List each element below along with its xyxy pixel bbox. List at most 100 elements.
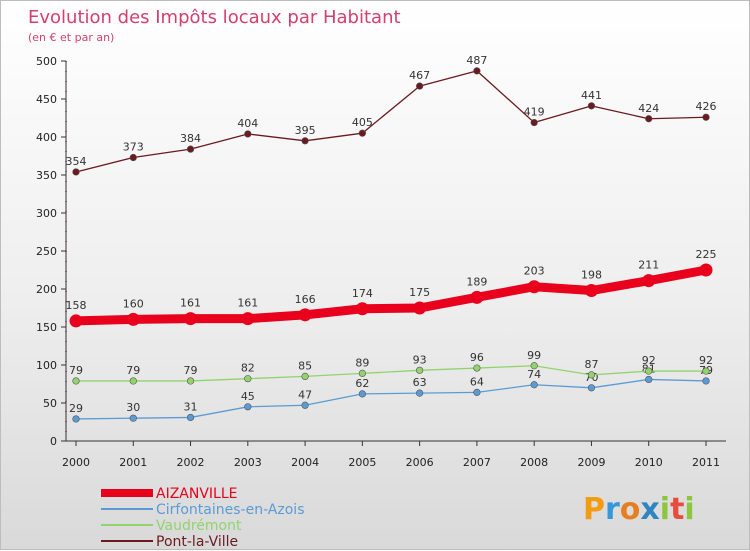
logo-letter: x <box>640 492 659 527</box>
data-label: 441 <box>581 89 602 102</box>
y-tick-label: 0 <box>50 435 57 448</box>
data-point <box>129 153 137 162</box>
x-tick-label: 2008 <box>520 456 548 469</box>
series-pont-la-ville: 354 373 384 404 395 405 467 487 419 441 424 426 <box>66 54 717 176</box>
data-label: 161 <box>237 297 258 310</box>
data-label: 405 <box>352 116 373 129</box>
data-point <box>530 362 538 370</box>
x-tick-label: 2004 <box>291 456 319 469</box>
data-point <box>301 401 309 409</box>
y-tick-label: 250 <box>36 245 57 258</box>
series-aizanville: 158 160 161 161 166 174 175 189 203 198 211 225 <box>66 248 717 328</box>
y-tick-label: 350 <box>36 169 57 182</box>
data-label: 203 <box>524 265 545 278</box>
y-tick-label: 500 <box>36 55 57 68</box>
data-label: 79 <box>126 364 140 377</box>
data-point <box>72 377 80 385</box>
series-line <box>75 70 707 173</box>
data-point <box>301 137 309 145</box>
data-point <box>69 314 83 328</box>
data-point <box>470 290 484 304</box>
data-point <box>702 367 710 375</box>
y-tick-label: 50 <box>43 397 57 410</box>
data-label: 211 <box>638 259 659 272</box>
data-label: 79 <box>69 364 83 377</box>
x-tick-label: 2011 <box>692 456 720 469</box>
series-layer: 354 373 384 404 395 405 467 487 419 441 424 426 29 30… <box>66 54 717 423</box>
x-tick-label: 2006 <box>406 456 434 469</box>
data-point <box>527 280 541 294</box>
data-point <box>358 390 366 398</box>
data-point <box>358 129 366 137</box>
y-tick-label: 400 <box>36 131 57 144</box>
data-label: 92 <box>642 354 656 367</box>
data-point <box>587 384 596 392</box>
legend-label: Cirfontaines-en-Azois <box>156 502 304 518</box>
data-point <box>645 115 653 123</box>
logo-letter: i <box>660 492 670 527</box>
data-point <box>642 274 656 288</box>
x-tick-label: 2003 <box>234 456 262 469</box>
data-label: 93 <box>413 353 427 366</box>
logo-letter: r <box>605 492 620 527</box>
data-point <box>587 371 596 379</box>
series-vaudr-mont: 79 79 79 82 85 89 93 96 99 87 92 92 <box>69 349 713 385</box>
x-tick-label: 2007 <box>463 456 491 469</box>
legend-label: Pont-la-Ville <box>156 534 238 550</box>
chart-title: Evolution des Impôts locaux par Habitant <box>28 7 401 28</box>
series-cirfontaines-en-azois: 293031454762636474708179 <box>69 362 713 423</box>
data-point <box>72 415 80 423</box>
data-label: 85 <box>298 359 312 372</box>
data-label: 47 <box>298 388 312 401</box>
legend: AIZANVILLECirfontaines-en-AzoisVaudrémon… <box>101 486 304 550</box>
logo-letter: o <box>620 492 641 527</box>
data-point <box>355 302 369 316</box>
legend-label: AIZANVILLE <box>156 486 238 502</box>
data-point <box>702 377 710 385</box>
x-tick-label: 2005 <box>348 456 376 469</box>
data-label: 467 <box>409 69 430 82</box>
logo-letter: i <box>684 492 694 527</box>
data-point <box>645 367 653 375</box>
data-point <box>301 372 309 381</box>
y-tick-label: 450 <box>36 93 57 106</box>
data-point <box>473 67 481 75</box>
x-axis-ticks: 2000 2001 2002 2003 2004 2005 2006 2007 2008 2009… <box>62 441 720 469</box>
data-label: 62 <box>355 377 369 390</box>
data-point <box>126 312 140 326</box>
data-label: 384 <box>180 132 201 145</box>
data-point <box>416 82 424 90</box>
data-point <box>186 377 195 385</box>
data-label: 198 <box>581 269 602 282</box>
data-label: 354 <box>66 155 87 168</box>
data-label: 89 <box>355 356 369 369</box>
data-point <box>186 145 195 153</box>
chart-subtitle: (en € et par an) <box>28 31 114 44</box>
data-point <box>244 403 252 411</box>
x-tick-label: 2002 <box>177 456 205 469</box>
data-label: 426 <box>696 100 717 113</box>
x-tick-label: 2000 <box>62 456 90 469</box>
data-point <box>186 413 195 422</box>
data-label: 30 <box>126 401 140 414</box>
data-label: 158 <box>66 299 87 312</box>
logo-text: Proxiti <box>583 492 695 527</box>
series-line <box>71 265 711 326</box>
data-point <box>184 312 198 326</box>
data-point <box>298 308 312 322</box>
x-tick-label: 2010 <box>635 456 663 469</box>
data-label: 487 <box>466 54 487 67</box>
x-tick-label: 2001 <box>119 456 147 469</box>
data-point <box>473 364 481 372</box>
y-tick-label: 150 <box>36 321 57 334</box>
data-label: 419 <box>524 106 545 119</box>
data-point <box>358 369 366 377</box>
data-point <box>413 301 427 315</box>
data-label: 174 <box>352 287 373 300</box>
data-point <box>530 381 538 389</box>
data-label: 161 <box>180 297 201 310</box>
data-point <box>584 284 598 298</box>
data-point <box>530 118 538 127</box>
data-point <box>645 375 653 384</box>
y-axis-ticks: 0 50 100 150 200 250 300 350 400 450 500 <box>36 55 66 448</box>
